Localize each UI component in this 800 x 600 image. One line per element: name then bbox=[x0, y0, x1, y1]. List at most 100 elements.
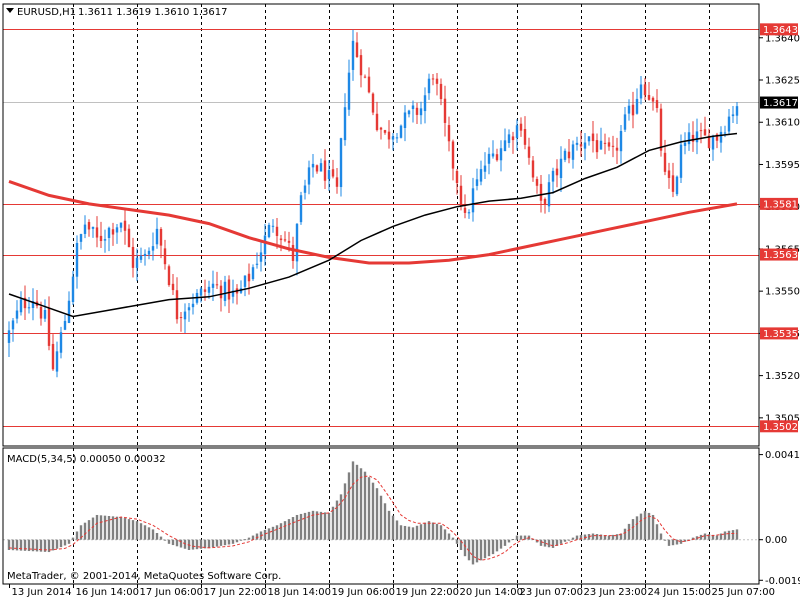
candle-body bbox=[99, 235, 103, 242]
macd-bar bbox=[147, 527, 151, 540]
macd-bar bbox=[355, 464, 359, 540]
macd-bar bbox=[691, 537, 695, 540]
candle-body bbox=[43, 309, 47, 319]
candle-body bbox=[431, 78, 435, 80]
macd-bar bbox=[647, 512, 651, 540]
candle-body bbox=[599, 140, 603, 150]
macd-bar bbox=[483, 539, 487, 559]
macd-bar bbox=[127, 519, 131, 540]
candle-body bbox=[307, 167, 311, 185]
candle-body bbox=[423, 95, 427, 112]
candle-body bbox=[271, 225, 275, 227]
price-grid bbox=[3, 4, 759, 446]
macd-bar bbox=[655, 524, 659, 540]
candle-body bbox=[727, 116, 731, 132]
macd-bar bbox=[199, 539, 203, 549]
macd-bar bbox=[435, 523, 439, 540]
candle-body bbox=[131, 246, 135, 268]
x-tick-label: 18 Jun 14:00 bbox=[268, 587, 332, 598]
candle-body bbox=[91, 226, 95, 229]
macd-bar bbox=[663, 539, 667, 541]
macd-bar bbox=[103, 515, 107, 540]
candle-body bbox=[295, 223, 299, 262]
macd-bar bbox=[363, 471, 367, 540]
candle-body bbox=[11, 320, 15, 330]
macd-bar bbox=[503, 539, 507, 546]
slow-moving-average-line bbox=[8, 179, 738, 265]
macd-bar bbox=[439, 525, 443, 540]
current-price-tag bbox=[760, 96, 798, 109]
macd-bar bbox=[543, 539, 547, 547]
candle-body bbox=[211, 283, 215, 288]
macd-bar bbox=[407, 526, 411, 540]
level-tag bbox=[760, 327, 798, 340]
candle-body bbox=[531, 160, 535, 178]
candle-body bbox=[83, 224, 87, 234]
candle-body bbox=[219, 285, 223, 299]
macd-bar bbox=[251, 535, 255, 540]
x-tick-label: 19 Jun 06:00 bbox=[332, 587, 396, 598]
candle-body bbox=[327, 170, 331, 180]
candle-body bbox=[291, 244, 295, 261]
x-tick-label: 13 Jun 2014 bbox=[12, 587, 72, 598]
candle-body bbox=[515, 125, 519, 138]
candle-body bbox=[215, 284, 219, 286]
candle-body bbox=[267, 224, 271, 238]
candle-body bbox=[283, 239, 287, 241]
macd-bar bbox=[467, 539, 471, 561]
candle-body bbox=[107, 227, 111, 238]
candle-body bbox=[143, 253, 147, 256]
candle-body bbox=[119, 222, 123, 228]
candle-body bbox=[311, 163, 315, 168]
macd-signal-line bbox=[8, 475, 737, 561]
macd-bar bbox=[283, 521, 287, 540]
macd-bar bbox=[43, 539, 47, 552]
macd-bar bbox=[635, 516, 639, 540]
macd-bar bbox=[235, 539, 239, 543]
candle-body bbox=[539, 183, 543, 201]
candle-body bbox=[503, 140, 507, 152]
macd-bar bbox=[471, 539, 475, 565]
chart-menu-triangle-icon[interactable] bbox=[6, 8, 14, 13]
level-tag-label: 1.3502 bbox=[763, 422, 798, 433]
candle-body bbox=[615, 147, 619, 151]
macd-bar bbox=[111, 516, 115, 540]
macd-bar bbox=[443, 529, 447, 540]
candle-body bbox=[23, 297, 27, 309]
macd-bar bbox=[431, 522, 435, 540]
macd-bar bbox=[27, 539, 31, 552]
candle-body bbox=[611, 145, 615, 147]
macd-bar bbox=[47, 539, 51, 553]
macd-bar bbox=[231, 539, 235, 544]
macd-bar bbox=[455, 539, 459, 544]
candle-body bbox=[343, 107, 347, 141]
macd-bar bbox=[675, 539, 679, 545]
macd-bar bbox=[623, 528, 627, 540]
macd-bar bbox=[99, 515, 103, 540]
candle-body bbox=[571, 144, 575, 160]
candle-body bbox=[735, 106, 739, 116]
candle-body bbox=[711, 136, 715, 150]
macd-bar bbox=[727, 530, 731, 540]
macd-bar bbox=[599, 534, 603, 540]
macd-label: MACD(5,34,5) 0.00050 0.00032 bbox=[7, 454, 166, 465]
macd-bar bbox=[207, 539, 211, 548]
candle-body bbox=[491, 153, 495, 157]
macd-bar bbox=[395, 520, 399, 540]
macd-bar bbox=[227, 539, 231, 545]
candle-body bbox=[475, 179, 479, 186]
candle-body bbox=[551, 170, 555, 182]
candle-body bbox=[447, 125, 451, 142]
y-tick-label: 1.3610 bbox=[765, 118, 800, 129]
y-tick-label: 1.3505 bbox=[765, 413, 800, 424]
candle-body bbox=[471, 188, 475, 213]
candle-body bbox=[619, 131, 623, 152]
candle-body bbox=[535, 179, 539, 186]
candle-body bbox=[607, 142, 611, 147]
macd-bar bbox=[427, 521, 431, 540]
candle-body bbox=[591, 133, 595, 142]
macd-bar bbox=[571, 537, 575, 540]
candle-body bbox=[575, 142, 579, 145]
candle-body bbox=[231, 290, 235, 297]
